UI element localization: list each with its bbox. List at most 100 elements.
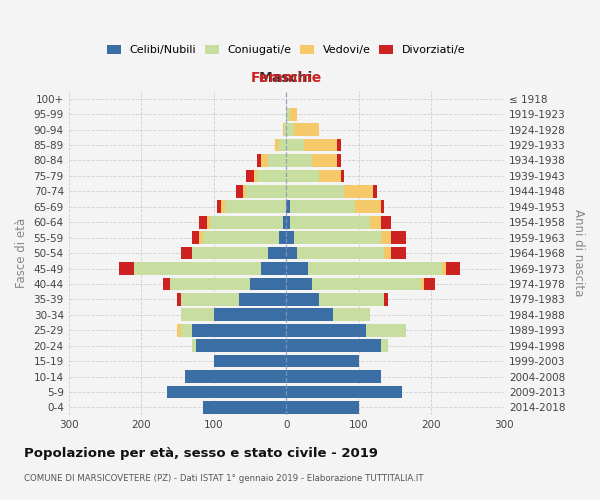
Bar (446, 262, 460, 275)
Text: Femmine: Femmine (251, 70, 322, 85)
Bar (304, 138, 337, 151)
Bar (286, 386, 403, 398)
Bar (279, 232, 286, 244)
Bar (268, 247, 286, 260)
Text: Maschi: Maschi (259, 70, 313, 85)
Bar (224, 200, 286, 213)
Bar (275, 138, 279, 151)
Bar (286, 401, 359, 413)
Bar (286, 262, 308, 275)
Bar (192, 247, 268, 260)
Bar (250, 278, 286, 290)
Bar (286, 108, 290, 120)
Bar (196, 340, 286, 352)
Bar (178, 324, 181, 336)
Bar (199, 232, 203, 244)
Bar (391, 232, 406, 244)
Bar (170, 278, 250, 290)
Text: COMUNE DI MARSICOVETERE (PZ) - Dati ISTAT 1° gennaio 2019 - Elaborazione TUTTITA: COMUNE DI MARSICOVETERE (PZ) - Dati ISTA… (24, 474, 424, 483)
Bar (319, 170, 341, 182)
Bar (286, 293, 319, 306)
Bar (239, 293, 286, 306)
Bar (311, 154, 337, 167)
Bar (192, 232, 199, 244)
Bar (290, 200, 355, 213)
Bar (163, 278, 170, 290)
Bar (286, 124, 293, 136)
Bar (214, 355, 286, 368)
Bar (286, 324, 366, 336)
Bar (254, 170, 257, 182)
Bar (319, 293, 384, 306)
Bar (380, 340, 388, 352)
Bar (337, 154, 341, 167)
Bar (203, 401, 286, 413)
Bar (308, 262, 442, 275)
Bar (279, 138, 286, 151)
Bar (119, 262, 134, 275)
Bar (286, 278, 311, 290)
Bar (192, 324, 286, 336)
Bar (380, 200, 384, 213)
Legend: Celibi/Nubili, Coniugati/e, Vedovi/e, Divorziati/e: Celibi/Nubili, Coniugati/e, Vedovi/e, Di… (107, 44, 465, 55)
Bar (286, 170, 319, 182)
Bar (334, 308, 370, 321)
Y-axis label: Anni di nascita: Anni di nascita (572, 210, 585, 297)
Bar (284, 124, 286, 136)
Bar (192, 340, 196, 352)
Bar (247, 170, 254, 182)
Text: Popolazione per età, sesso e stato civile - 2019: Popolazione per età, sesso e stato civil… (24, 448, 378, 460)
Bar (380, 232, 391, 244)
Bar (311, 278, 421, 290)
Bar (286, 355, 359, 368)
Bar (178, 293, 181, 306)
Bar (286, 216, 290, 228)
Bar (206, 216, 210, 228)
Bar (247, 185, 286, 198)
Bar (214, 308, 286, 321)
Bar (293, 232, 380, 244)
Bar (203, 232, 279, 244)
Bar (442, 262, 446, 275)
Bar (261, 262, 286, 275)
Bar (199, 216, 206, 228)
Bar (290, 216, 370, 228)
Bar (283, 216, 286, 228)
Bar (293, 124, 319, 136)
Bar (286, 154, 311, 167)
Bar (134, 262, 261, 275)
Bar (373, 185, 377, 198)
Y-axis label: Fasce di età: Fasce di età (15, 218, 28, 288)
Bar (421, 278, 424, 290)
Bar (181, 293, 239, 306)
Bar (337, 138, 341, 151)
Bar (384, 247, 391, 260)
Bar (210, 216, 283, 228)
Bar (297, 247, 384, 260)
Bar (290, 108, 297, 120)
Bar (181, 324, 192, 336)
Bar (181, 308, 214, 321)
Bar (424, 278, 435, 290)
Bar (384, 293, 388, 306)
Bar (257, 170, 286, 182)
Bar (167, 386, 286, 398)
Bar (286, 370, 380, 383)
Bar (370, 216, 380, 228)
Bar (185, 370, 286, 383)
Bar (366, 324, 406, 336)
Bar (268, 154, 286, 167)
Bar (344, 185, 373, 198)
Bar (286, 247, 297, 260)
Bar (286, 308, 334, 321)
Bar (286, 232, 293, 244)
Bar (236, 185, 243, 198)
Bar (286, 185, 344, 198)
Bar (181, 247, 192, 260)
Bar (286, 200, 290, 213)
Bar (243, 185, 247, 198)
Bar (380, 216, 391, 228)
Bar (283, 124, 284, 136)
Bar (221, 200, 224, 213)
Bar (261, 154, 268, 167)
